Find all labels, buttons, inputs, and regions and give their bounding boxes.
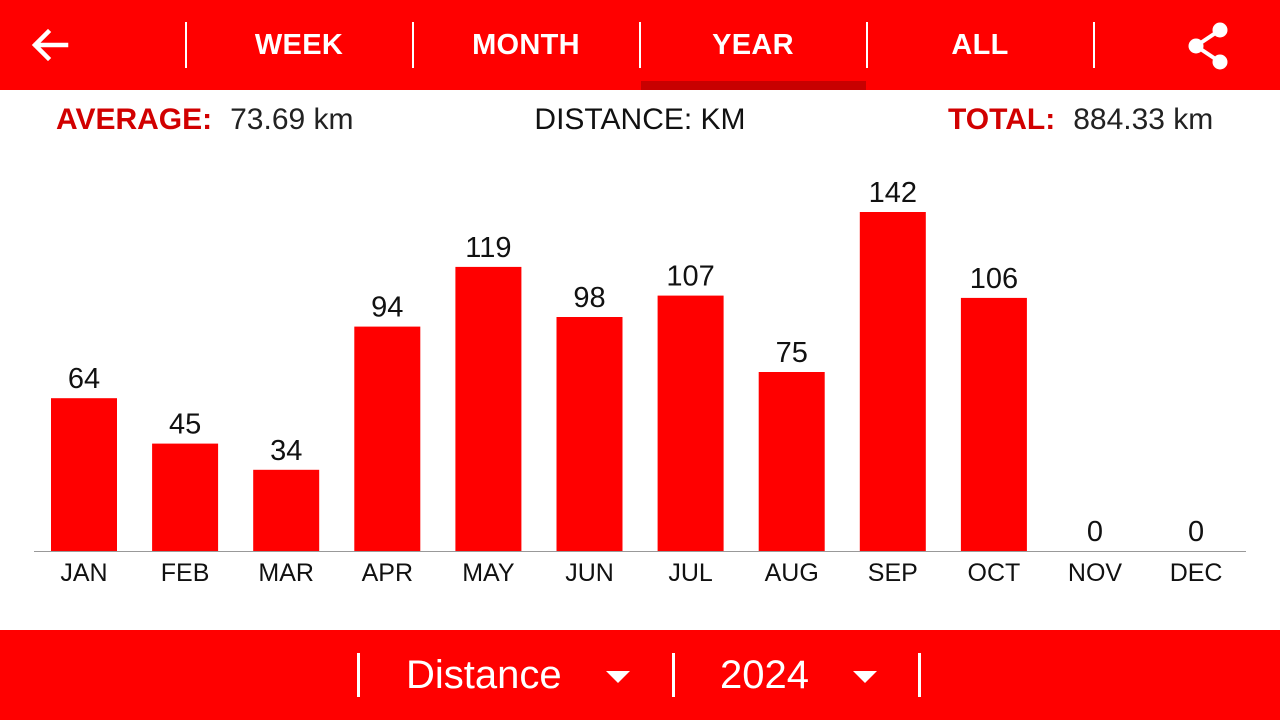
bar-aug[interactable] xyxy=(758,372,825,551)
metric-title: DISTANCE: KM xyxy=(534,103,746,136)
x-tick-label: NOV xyxy=(1068,559,1123,587)
bar-value-label: 142 xyxy=(869,177,917,209)
bar-value-label: 98 xyxy=(573,282,605,314)
bar-value-label: 0 xyxy=(1188,516,1204,548)
x-tick-label: OCT xyxy=(968,559,1021,587)
bottom-bar: Distance 2024 xyxy=(0,630,1280,720)
average-value: 73.69 km xyxy=(230,103,354,136)
bar-feb[interactable] xyxy=(152,443,219,551)
x-tick-label: JUL xyxy=(668,559,713,587)
x-tick-label: DEC xyxy=(1170,559,1223,587)
tab-divider xyxy=(412,22,414,68)
chevron-down-icon xyxy=(606,671,630,683)
x-tick-label: JAN xyxy=(60,559,107,587)
year-dropdown-value: 2024 xyxy=(720,652,809,697)
share-icon xyxy=(1188,22,1228,70)
bar-may[interactable] xyxy=(455,266,522,551)
bar-value-label: 107 xyxy=(666,261,714,293)
x-tick-label: MAR xyxy=(258,559,314,587)
tab-month[interactable]: MONTH xyxy=(472,28,580,61)
bar-value-label: 75 xyxy=(776,337,808,369)
x-tick-label: FEB xyxy=(161,559,210,587)
x-tick-label: SEP xyxy=(868,559,918,587)
metric-title-wrap: DISTANCE: KM xyxy=(440,100,840,140)
x-tick-label: AUG xyxy=(765,559,819,587)
tab-divider xyxy=(866,22,868,68)
year-dropdown[interactable]: 2024 xyxy=(675,630,918,720)
bar-apr[interactable] xyxy=(354,326,421,551)
tab-year[interactable]: YEAR xyxy=(712,28,794,61)
x-tick-label: JUN xyxy=(565,559,614,587)
bar-value-label: 0 xyxy=(1087,516,1103,548)
bottom-divider xyxy=(918,653,921,697)
tab-week[interactable]: WEEK xyxy=(254,28,344,61)
share-button[interactable] xyxy=(1180,18,1236,74)
bar-jun[interactable] xyxy=(556,317,623,551)
bar-jan[interactable] xyxy=(51,398,117,551)
bottom-divider xyxy=(672,653,675,697)
average-summary: AVERAGE: 73.69 km xyxy=(56,100,354,140)
x-tick-label: APR xyxy=(362,559,413,587)
total-label: TOTAL: xyxy=(948,103,1056,136)
bar-mar[interactable] xyxy=(253,469,320,551)
x-tick-label: MAY xyxy=(462,559,515,587)
bar-oct[interactable] xyxy=(960,297,1027,551)
bar-value-label: 45 xyxy=(169,409,201,441)
top-app-bar: WEEK MONTH YEAR ALL xyxy=(0,0,1280,90)
bar-value-label: 106 xyxy=(970,263,1018,295)
back-button[interactable] xyxy=(22,20,78,70)
bar-value-label: 34 xyxy=(270,435,302,467)
total-summary: TOTAL: 884.33 km xyxy=(948,100,1213,140)
arrow-left-icon xyxy=(31,28,69,62)
metric-dropdown-value: Distance xyxy=(406,652,562,697)
bar-jul[interactable] xyxy=(657,295,724,551)
chevron-down-icon xyxy=(853,671,877,683)
tab-divider xyxy=(1093,22,1095,68)
bar-sep[interactable] xyxy=(859,212,926,551)
tab-divider xyxy=(185,22,187,68)
bottom-divider xyxy=(357,653,360,697)
monthly-distance-bar-chart: 64 JAN 45 FEB 34 MAR 94 APR 119 MAY 98 JUN 107 JUL 75 A… xyxy=(34,177,1246,587)
tab-divider xyxy=(639,22,641,68)
bar-value-label: 64 xyxy=(68,363,100,395)
total-value: 884.33 km xyxy=(1073,103,1214,136)
bar-value-label: 94 xyxy=(371,292,403,324)
tab-all[interactable]: ALL xyxy=(951,28,1009,61)
metric-dropdown[interactable]: Distance xyxy=(360,630,672,720)
active-tab-indicator xyxy=(641,81,866,90)
average-label: AVERAGE: xyxy=(56,103,213,136)
bar-value-label: 119 xyxy=(465,232,511,264)
